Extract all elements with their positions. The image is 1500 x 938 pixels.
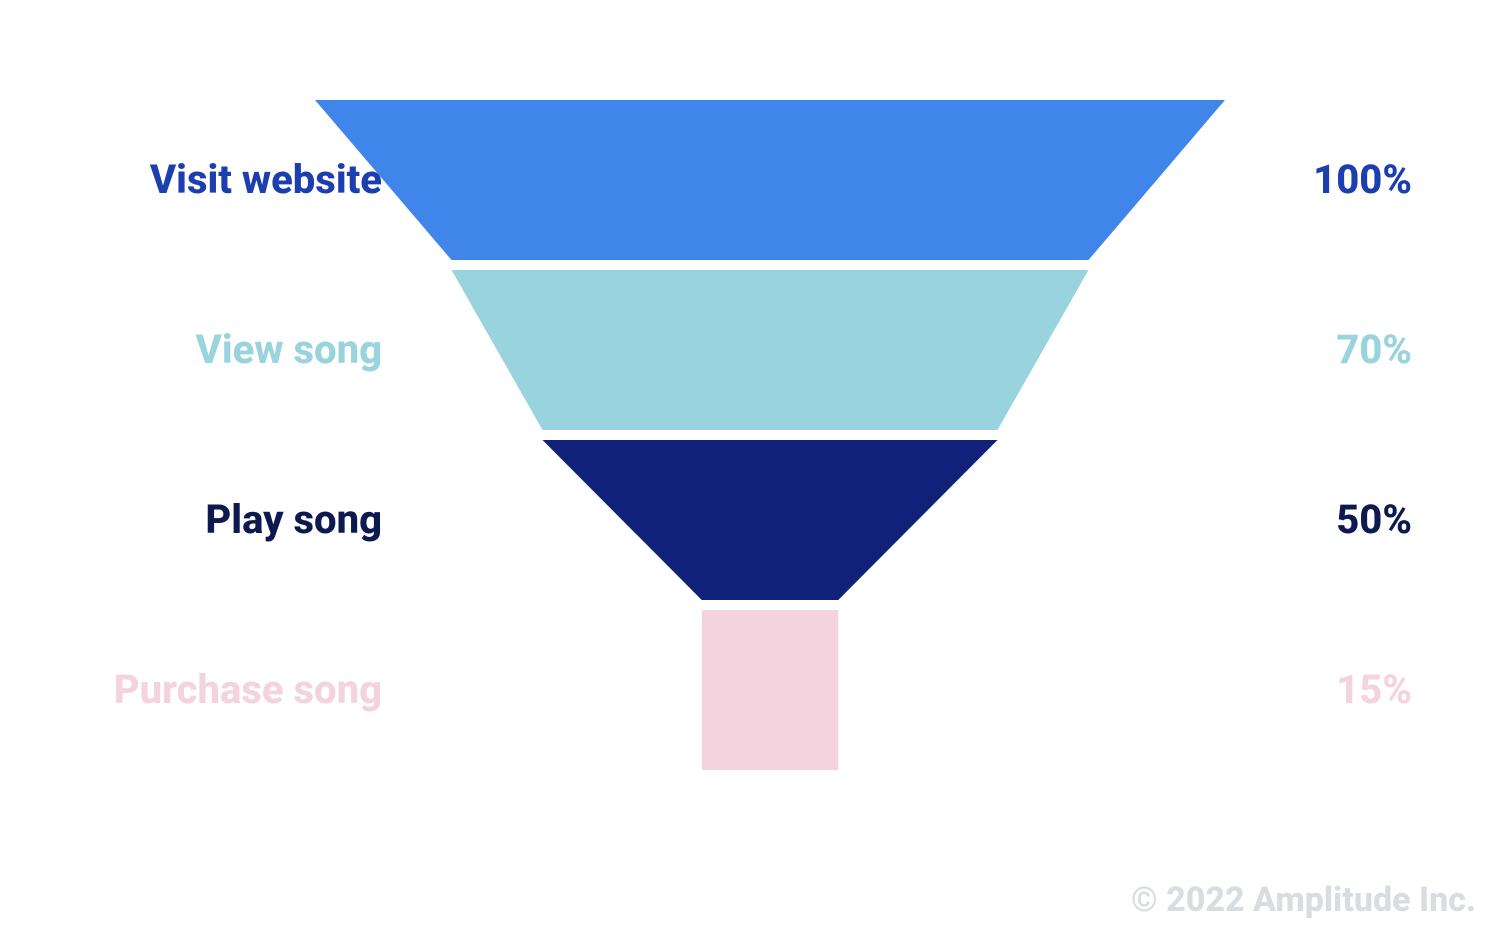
stage-value: 15% bbox=[1336, 666, 1412, 713]
stage-label: Visit website bbox=[150, 156, 382, 203]
funnel-segment bbox=[452, 270, 1089, 430]
copyright-text: © 2022 Amplitude Inc. bbox=[1131, 880, 1476, 920]
funnel-segment bbox=[543, 440, 998, 600]
funnel-stage: View song 70% bbox=[0, 270, 1500, 430]
stage-label: Play song bbox=[205, 496, 382, 543]
funnel-stage: Purchase song 15% bbox=[0, 610, 1500, 770]
funnel-chart: Visit website 100% View song 70% Play song 50… bbox=[0, 0, 1500, 938]
funnel-stage: Visit website 100% bbox=[0, 100, 1500, 260]
stage-label: Purchase song bbox=[114, 666, 382, 713]
stage-value: 100% bbox=[1313, 156, 1412, 203]
funnel-stage: Play song 50% bbox=[0, 440, 1500, 600]
funnel-segment bbox=[702, 610, 839, 770]
stage-value: 50% bbox=[1336, 496, 1412, 543]
stage-value: 70% bbox=[1336, 326, 1412, 373]
stage-label: View song bbox=[196, 326, 382, 373]
funnel-segment bbox=[315, 100, 1225, 260]
